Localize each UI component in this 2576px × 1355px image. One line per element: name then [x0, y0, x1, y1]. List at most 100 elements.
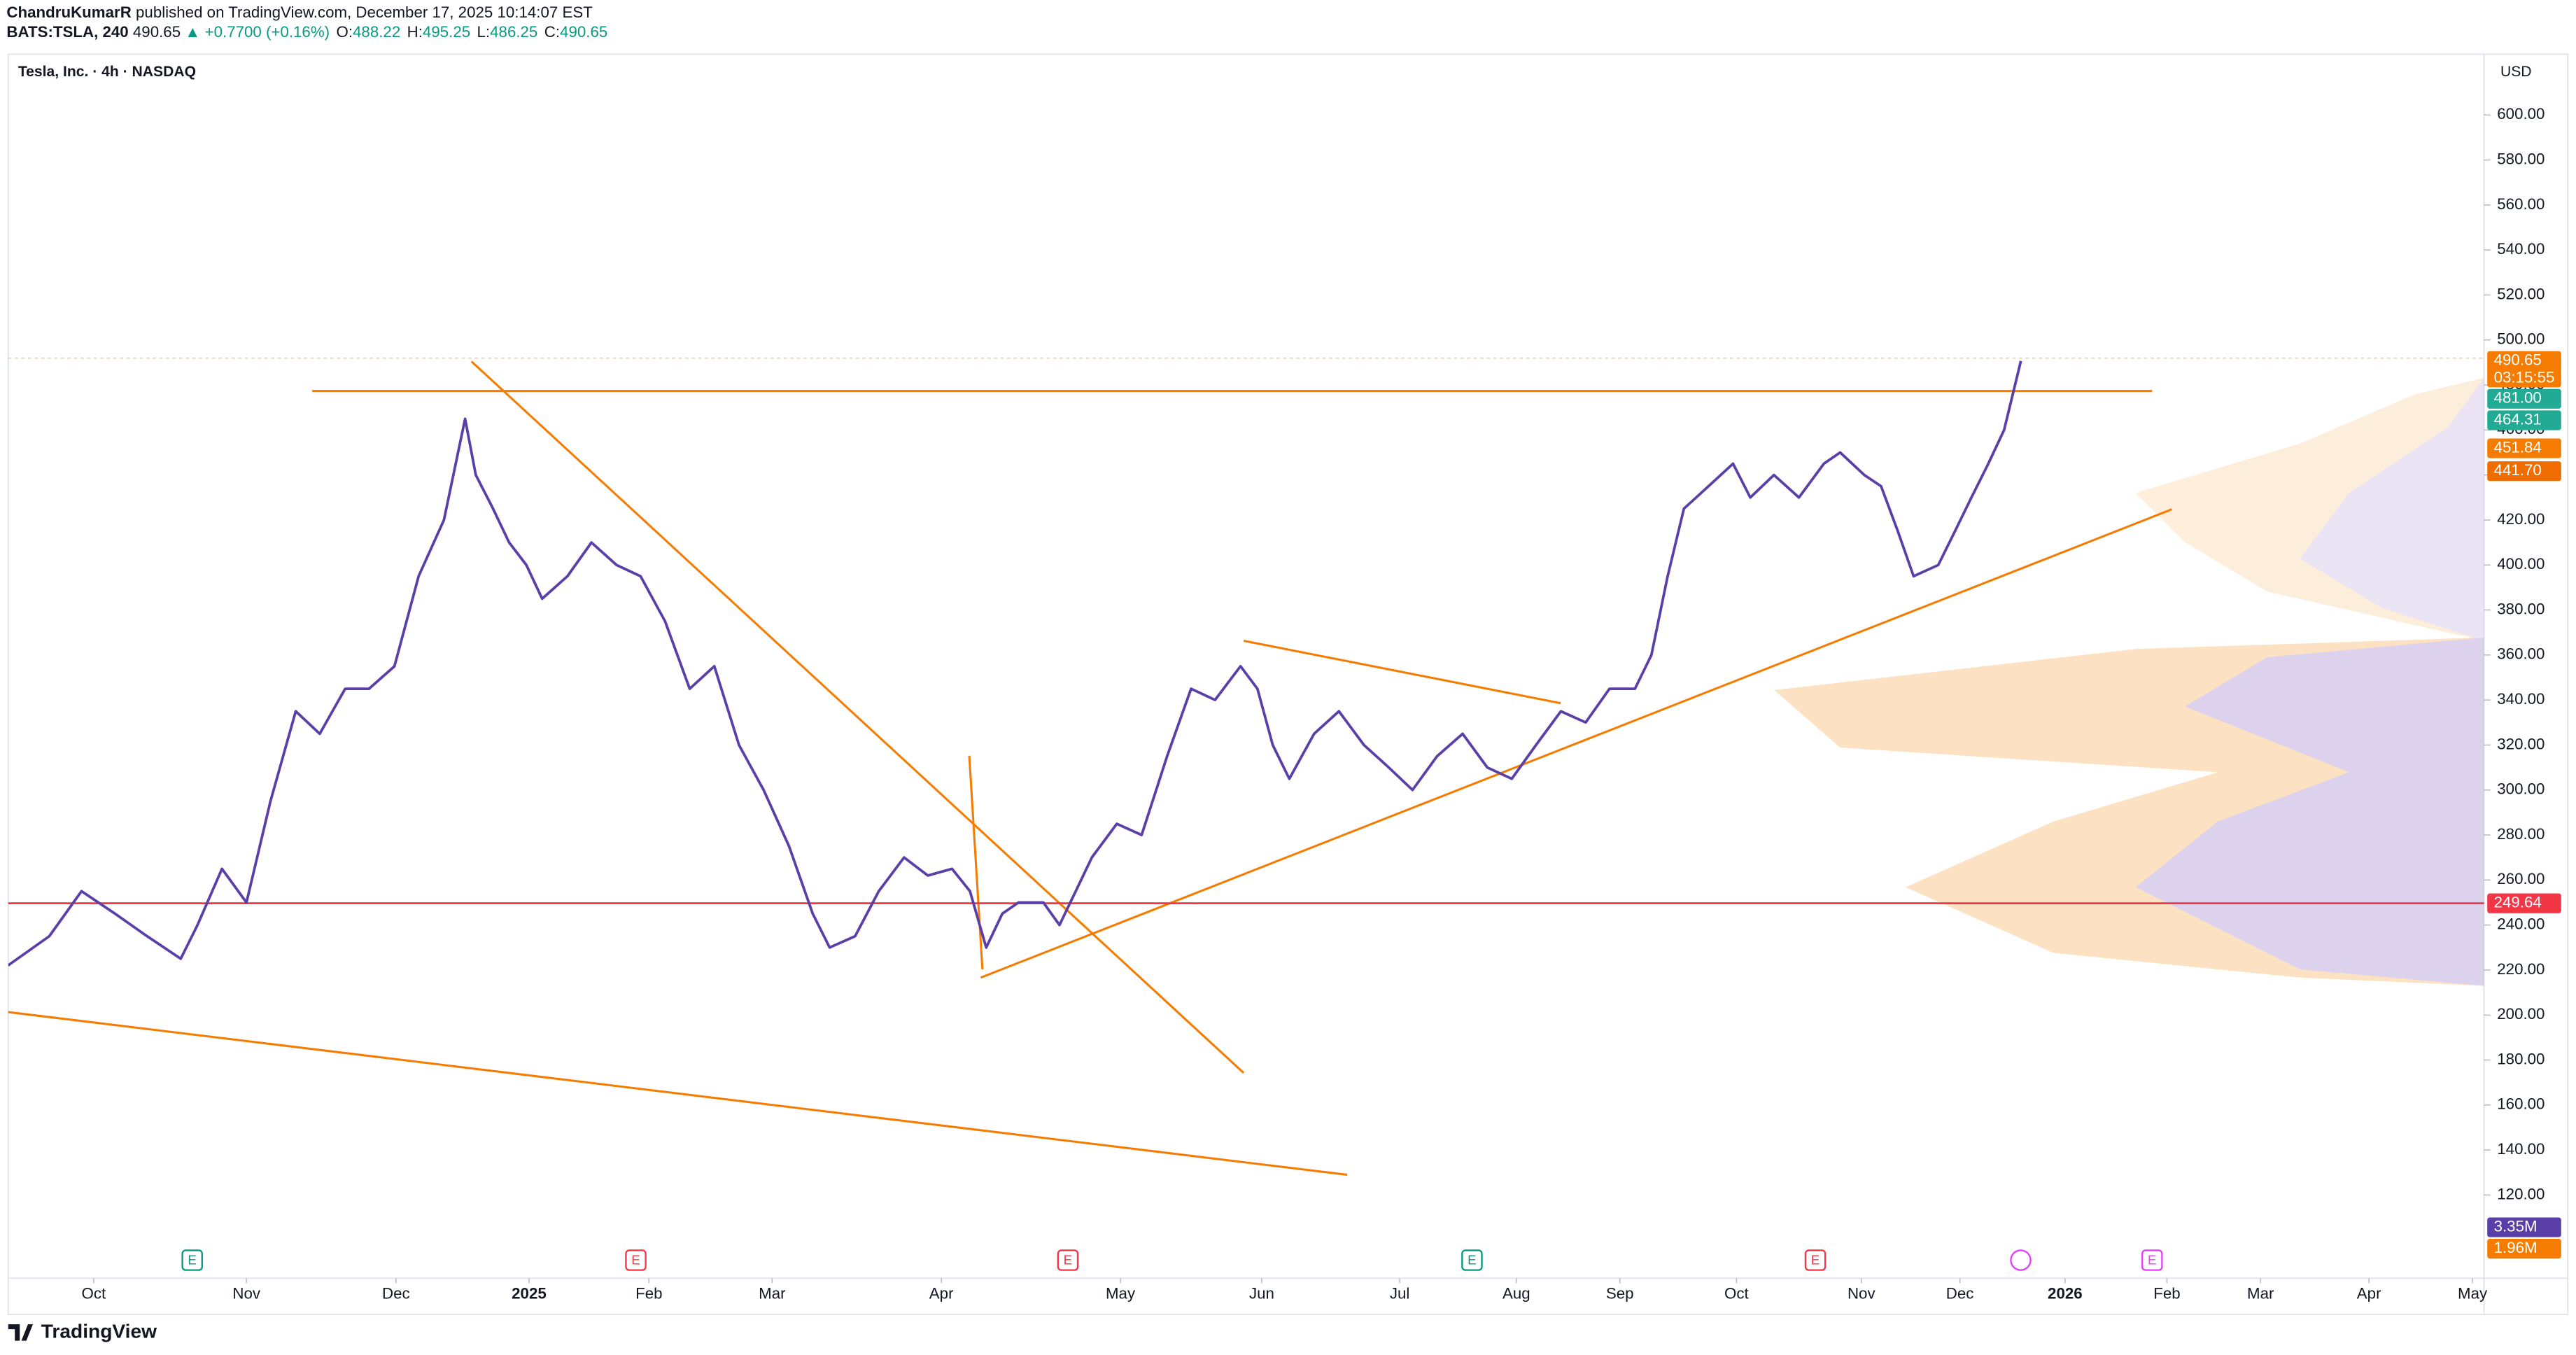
event-label: E [1064, 1253, 1073, 1268]
volume-trend-line [8, 1011, 1348, 1176]
ohlc-key: O: [336, 23, 353, 41]
symbol: BATS:TSLA, 240 [6, 23, 128, 41]
x-tick-label: Apr [929, 1285, 954, 1303]
y-tick-label: 400.00 [2497, 555, 2545, 573]
marker-line [968, 755, 984, 970]
price-label: 249.64 [2494, 894, 2542, 911]
y-tick-label: 300.00 [2497, 780, 2545, 798]
volume-label-box [2487, 1239, 2561, 1259]
profile-lower-orange [1774, 637, 2484, 986]
y-tick-label: 120.00 [2497, 1185, 2545, 1202]
price-label-box [2487, 410, 2561, 430]
volume-profile [1774, 377, 2484, 986]
price-label: 481.00 [2494, 389, 2542, 407]
y-tick-label: 260.00 [2497, 870, 2545, 887]
y-tick-label: 340.00 [2497, 690, 2545, 708]
price-label: 464.31 [2494, 410, 2542, 428]
price-label-box [2487, 388, 2561, 409]
event-label: E [2148, 1253, 2157, 1268]
x-tick-label: Dec [382, 1285, 410, 1303]
x-tick-label: Apr [2357, 1285, 2381, 1303]
x-tick-label: Dec [1946, 1285, 1974, 1303]
y-tick-label: 420.00 [2497, 510, 2545, 528]
dividend-icon [2010, 1249, 2032, 1271]
x-tick-label: May [1106, 1285, 1136, 1303]
y-tick-label: 160.00 [2497, 1095, 2545, 1113]
y-tick-label: 520.00 [2497, 285, 2545, 302]
logo: TradingView [41, 1319, 157, 1342]
header-line-2: BATS:TSLA, 240 490.65 ▲ +0.7700 (+0.16%)… [6, 23, 607, 41]
price-line [8, 360, 2022, 967]
event-label: E [1811, 1253, 1820, 1268]
event-label: E [631, 1253, 640, 1268]
logo-icon [8, 1324, 33, 1341]
profile-lower-purple [2135, 637, 2484, 986]
price-label-box [2487, 351, 2561, 388]
profile-upper-purple [2300, 377, 2484, 641]
y-tick-label: 240.00 [2497, 915, 2545, 933]
support-line [980, 508, 2173, 979]
y-tick-label: 580.00 [2497, 150, 2545, 167]
author: ChandruKumarR [6, 3, 131, 21]
ohlc-key: L: [477, 23, 491, 41]
y-tick-label: 600.00 [2497, 105, 2545, 122]
y-tick-label: 320.00 [2497, 735, 2545, 752]
price-label-box [2487, 893, 2561, 913]
event-marker [1461, 1249, 1483, 1271]
trend-lines [8, 360, 2173, 1176]
frame [7, 53, 2569, 1315]
y-tick-label: 380.00 [2497, 600, 2545, 617]
ohlc-key: H: [407, 23, 423, 41]
x-tick-label: Feb [2153, 1285, 2180, 1303]
ohlc-value: 486.25 [490, 23, 537, 41]
profile-upper-orange [2135, 377, 2484, 641]
y-tick-label: 360.00 [2497, 645, 2545, 663]
y-tick-label: 180.00 [2497, 1050, 2545, 1067]
price-label-box [2487, 461, 2561, 482]
y-tick-label: 560.00 [2497, 195, 2545, 213]
y-tick-label: 220.00 [2497, 960, 2545, 978]
x-tick-label: Oct [1724, 1285, 1749, 1303]
ohlc-key: C: [544, 23, 560, 41]
price-label: 490.65 [2494, 351, 2542, 369]
volume-label: 1.96M [2494, 1239, 2538, 1256]
published: published on TradingView.com, December 1… [136, 3, 593, 21]
x-tick-label: Nov [1847, 1285, 1876, 1303]
price-label: 441.70 [2494, 461, 2542, 479]
x-tick-label: Jul [1390, 1285, 1410, 1303]
chart-title: Tesla, Inc. · 4h · NASDAQ [18, 64, 196, 80]
change: ▲ +0.7700 (+0.16%) [185, 23, 330, 41]
event-label: E [1468, 1253, 1477, 1268]
header-line-1: ChandruKumarR published on TradingView.c… [6, 3, 593, 21]
price-label: 451.84 [2494, 438, 2542, 456]
event-label: E [188, 1253, 197, 1268]
x-tick-label: 2025 [512, 1285, 547, 1303]
x-tick-label: Feb [635, 1285, 662, 1303]
x-tick-label: May [2458, 1285, 2488, 1303]
y-tick-label: 540.00 [2497, 240, 2545, 258]
x-tick-label: Nov [232, 1285, 261, 1303]
event-marker [2141, 1249, 2163, 1271]
x-tick-label: Aug [1502, 1285, 1530, 1303]
event-marker [625, 1249, 647, 1271]
x-tick-label: 2026 [2048, 1285, 2083, 1303]
y-tick-label: 500.00 [2497, 330, 2545, 348]
last-price: 490.65 [133, 23, 181, 41]
countdown: 03:15:55 [2494, 368, 2555, 386]
x-tick-label: Mar [759, 1285, 786, 1303]
ohlc-value: 490.65 [560, 23, 607, 41]
currency: USD [2500, 64, 2532, 80]
y-tick-label: 140.00 [2497, 1140, 2545, 1158]
x-tick-label: Jun [1249, 1285, 1274, 1303]
price-label-box [2487, 438, 2561, 458]
y-tick-label: 280.00 [2497, 825, 2545, 843]
downtrend-line [470, 360, 1245, 1074]
y-tick-label: 200.00 [2497, 1005, 2545, 1023]
x-tick-label: Oct [82, 1285, 106, 1303]
triangle-top-line [1243, 640, 1561, 705]
ohlc-value: 495.25 [423, 23, 470, 41]
event-marker [181, 1249, 203, 1271]
volume-label-box [2487, 1217, 2561, 1237]
volume-label: 3.35M [2494, 1217, 2538, 1235]
